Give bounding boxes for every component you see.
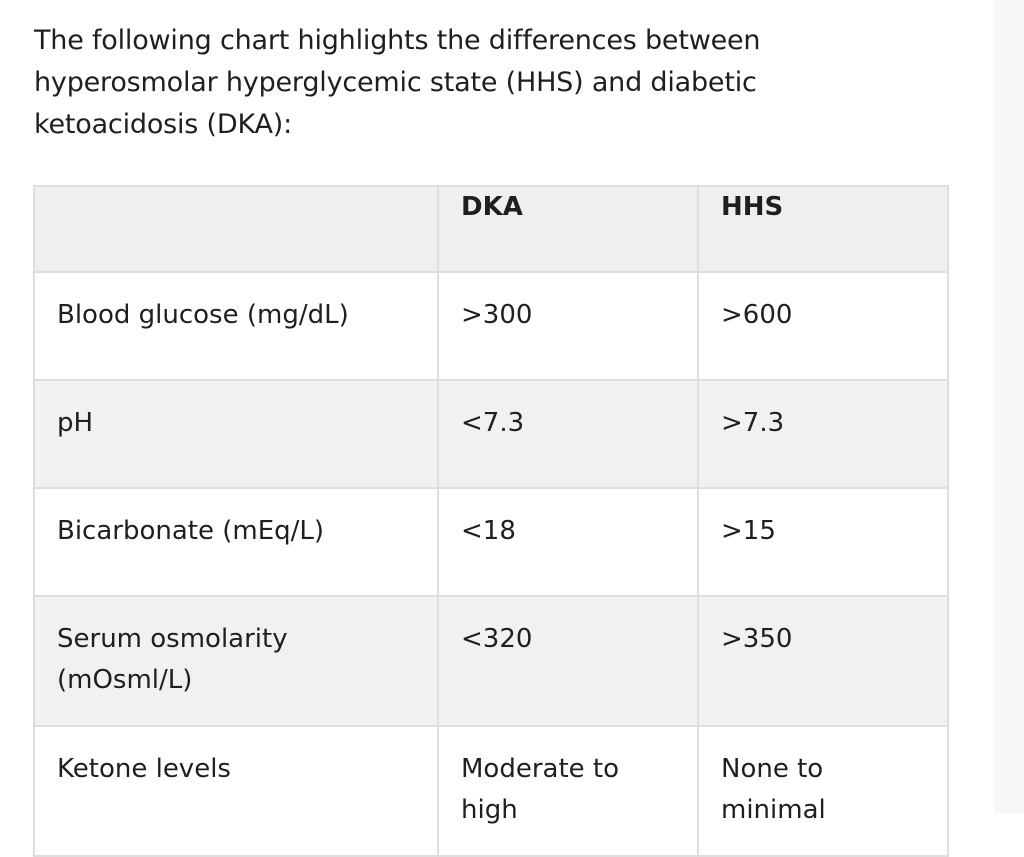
table-row: Blood glucose (mg/dL) >300 >600 [33, 271, 949, 381]
row-label: Serum osmolarity (mOsml/L) [33, 595, 439, 727]
page-edge-strip [994, 0, 1024, 813]
intro-paragraph: The following chart highlights the diffe… [34, 25, 761, 140]
hhs-value: None to minimal [697, 725, 949, 857]
table-row: Ketone levels Moderate to high None to m… [33, 725, 949, 857]
table-row: Serum osmolarity (mOsml/L) <320 >350 [33, 595, 949, 727]
table-row: Bicarbonate (mEq/L) <18 >15 [33, 487, 949, 597]
dka-value: >300 [437, 271, 699, 381]
header-cell-dka: DKA [437, 185, 699, 273]
dka-value: Moderate to high [437, 725, 699, 857]
dka-value: <320 [437, 595, 699, 727]
hhs-value: >350 [697, 595, 949, 727]
header-cell-parameter [33, 185, 439, 273]
header-cell-hhs: HHS [697, 185, 949, 273]
comparison-table: DKA HHS Blood glucose (mg/dL) >300 >600 … [33, 185, 949, 857]
dka-value: <18 [437, 487, 699, 597]
hhs-value: >7.3 [697, 379, 949, 489]
hhs-value: >15 [697, 487, 949, 597]
table-header-row: DKA HHS [33, 185, 949, 273]
row-label: Bicarbonate (mEq/L) [33, 487, 439, 597]
row-label: Blood glucose (mg/dL) [33, 271, 439, 381]
dka-value: <7.3 [437, 379, 699, 489]
row-label: Ketone levels [33, 725, 439, 857]
hhs-value: >600 [697, 271, 949, 381]
row-label: pH [33, 379, 439, 489]
table-row: pH <7.3 >7.3 [33, 379, 949, 489]
